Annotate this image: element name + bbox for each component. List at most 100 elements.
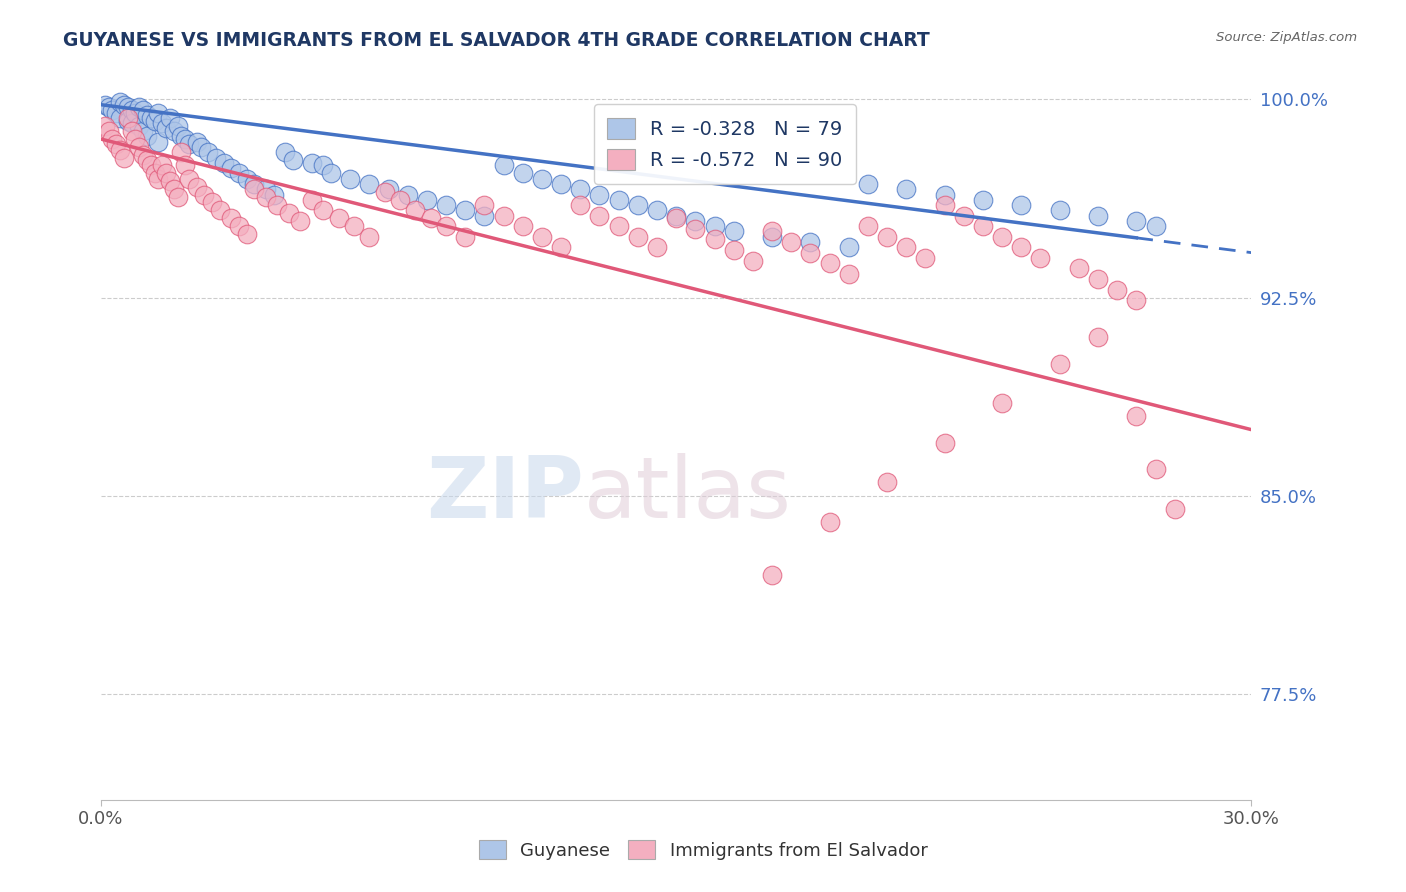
Point — [1107, 283, 1129, 297]
Point — [139, 111, 162, 125]
Point — [179, 171, 201, 186]
Point — [1144, 219, 1167, 234]
Point — [396, 187, 419, 202]
Point — [108, 95, 131, 109]
Point — [1087, 272, 1109, 286]
Point — [876, 229, 898, 244]
Point — [627, 198, 650, 212]
Point — [124, 105, 146, 120]
Point — [512, 166, 534, 180]
Point — [190, 140, 212, 154]
Point — [112, 97, 135, 112]
Point — [434, 198, 457, 212]
Point — [588, 209, 610, 223]
Point — [1125, 293, 1147, 308]
Point — [419, 211, 441, 226]
Point — [136, 108, 159, 122]
Point — [235, 171, 257, 186]
Point — [991, 229, 1014, 244]
Point — [454, 203, 477, 218]
Point — [914, 251, 936, 265]
Point — [197, 145, 219, 160]
Legend: R = -0.328   N = 79, R = -0.572   N = 90: R = -0.328 N = 79, R = -0.572 N = 90 — [593, 104, 856, 184]
Point — [128, 140, 150, 154]
Point — [97, 100, 120, 114]
Point — [301, 156, 323, 170]
Point — [128, 100, 150, 114]
Point — [627, 229, 650, 244]
Point — [665, 209, 688, 223]
Point — [281, 153, 304, 168]
Point — [896, 240, 918, 254]
Point — [588, 187, 610, 202]
Point — [799, 235, 821, 249]
Point — [404, 203, 426, 218]
Point — [474, 209, 496, 223]
Point — [263, 187, 285, 202]
Point — [139, 158, 162, 172]
Point — [856, 177, 879, 191]
Point — [645, 203, 668, 218]
Point — [101, 103, 124, 117]
Legend: Guyanese, Immigrants from El Salvador: Guyanese, Immigrants from El Salvador — [471, 833, 935, 867]
Point — [685, 222, 707, 236]
Point — [761, 568, 783, 582]
Point — [703, 232, 725, 246]
Point — [94, 97, 117, 112]
Point — [474, 198, 496, 212]
Point — [1067, 261, 1090, 276]
Point — [228, 219, 250, 234]
Point — [97, 124, 120, 138]
Text: Source: ZipAtlas.com: Source: ZipAtlas.com — [1216, 31, 1357, 45]
Point — [416, 193, 439, 207]
Point — [301, 193, 323, 207]
Point — [818, 256, 841, 270]
Point — [221, 161, 243, 175]
Point — [818, 515, 841, 529]
Point — [343, 219, 366, 234]
Point — [174, 132, 197, 146]
Point — [569, 182, 592, 196]
Point — [991, 396, 1014, 410]
Point — [121, 124, 143, 138]
Point — [359, 177, 381, 191]
Point — [374, 185, 396, 199]
Point — [166, 119, 188, 133]
Point — [838, 240, 860, 254]
Point — [254, 182, 277, 196]
Point — [761, 229, 783, 244]
Point — [1125, 214, 1147, 228]
Point — [159, 111, 181, 125]
Point — [170, 129, 193, 144]
Point — [117, 113, 139, 128]
Point — [492, 158, 515, 172]
Point — [530, 171, 553, 186]
Point — [952, 209, 974, 223]
Point — [1010, 198, 1032, 212]
Point — [121, 103, 143, 117]
Point — [389, 193, 412, 207]
Point — [607, 193, 630, 207]
Point — [1087, 209, 1109, 223]
Point — [856, 219, 879, 234]
Point — [243, 182, 266, 196]
Point — [105, 137, 128, 152]
Point — [761, 225, 783, 239]
Point — [972, 219, 994, 234]
Point — [266, 198, 288, 212]
Point — [155, 121, 177, 136]
Point — [235, 227, 257, 241]
Point — [228, 166, 250, 180]
Point — [155, 166, 177, 180]
Point — [1125, 409, 1147, 424]
Point — [934, 198, 956, 212]
Point — [512, 219, 534, 234]
Point — [212, 156, 235, 170]
Text: GUYANESE VS IMMIGRANTS FROM EL SALVADOR 4TH GRADE CORRELATION CHART: GUYANESE VS IMMIGRANTS FROM EL SALVADOR … — [63, 31, 929, 50]
Point — [723, 243, 745, 257]
Point — [159, 174, 181, 188]
Point — [208, 203, 231, 218]
Point — [117, 100, 139, 114]
Point — [328, 211, 350, 226]
Point — [454, 229, 477, 244]
